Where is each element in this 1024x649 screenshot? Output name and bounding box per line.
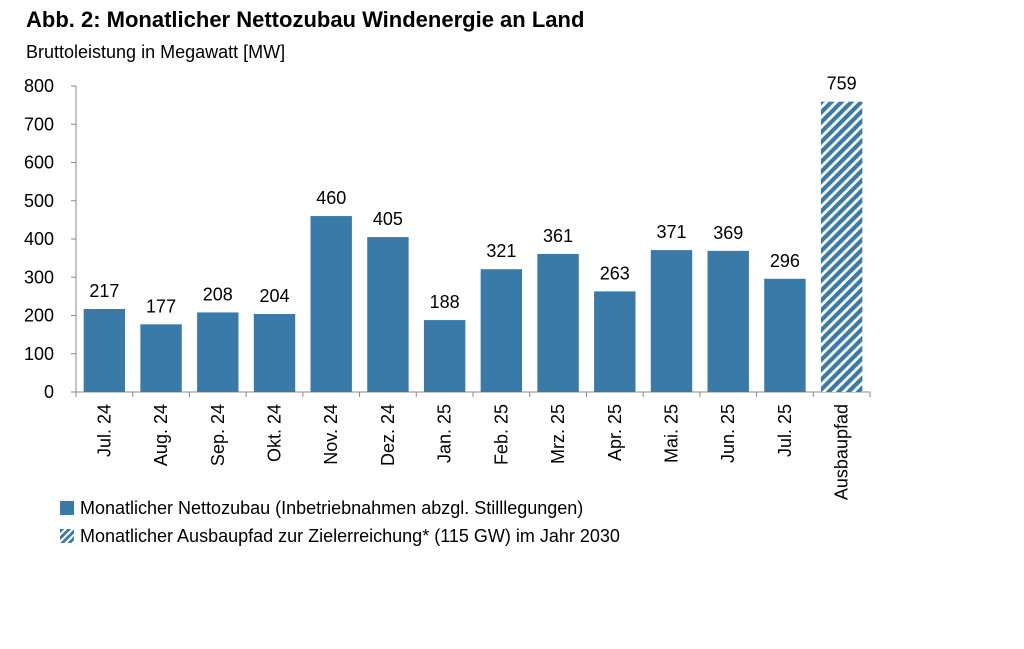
legend-label-ausbaupfad: Monatlicher Ausbaupfad zur Zielerreichun… (80, 525, 620, 546)
bar-nettozubau (480, 269, 523, 392)
bar-nettozubau (594, 291, 636, 392)
x-category-label: Ausbaupfad (832, 404, 852, 500)
x-category-label: Mai. 25 (662, 404, 682, 463)
bar-value-label: 188 (430, 292, 460, 312)
bar-nettozubau (423, 320, 466, 392)
bar-value-label: 369 (713, 223, 743, 243)
y-tick-label: 200 (24, 306, 54, 326)
bar-nettozubau (537, 253, 579, 392)
x-category-label: Okt. 24 (265, 404, 285, 462)
bar-value-label: 371 (656, 222, 686, 242)
y-tick-label: 500 (24, 191, 54, 211)
bar-value-label: 296 (770, 251, 800, 271)
y-tick-label: 400 (24, 229, 54, 249)
y-tick-label: 800 (24, 76, 54, 96)
chart-title: Abb. 2: Monatlicher Nettozubau Windenerg… (26, 7, 585, 32)
bar-nettozubau (197, 312, 239, 392)
bar-value-label: 177 (146, 296, 176, 316)
bar-value-label: 263 (600, 263, 630, 283)
bar-nettozubau (140, 324, 182, 392)
y-tick-label: 100 (24, 344, 54, 364)
x-category-label: Mrz. 25 (548, 404, 568, 464)
bar-value-label: 321 (486, 241, 516, 261)
bar-ausbaupfad (820, 101, 863, 393)
x-category-label: Jul. 25 (775, 404, 795, 457)
legend-label-nettozubau: Monatlicher Nettozubau (Inbetriebnahmen … (80, 497, 584, 518)
x-category-label: Sep. 24 (208, 404, 228, 466)
x-category-label: Nov. 24 (321, 404, 341, 465)
y-tick-label: 600 (24, 153, 54, 173)
legend-swatch-hatched (60, 529, 74, 543)
bar-value-label: 208 (203, 284, 233, 304)
x-category-label: Apr. 25 (605, 404, 625, 461)
bar-value-label: 217 (89, 281, 119, 301)
x-category-label: Jul. 24 (94, 404, 114, 457)
legend-swatch-solid (60, 501, 74, 515)
bar-nettozubau (764, 278, 806, 392)
bar-nettozubau (253, 313, 296, 392)
legend-item-nettozubau: Monatlicher Nettozubau (Inbetriebnahmen … (60, 494, 620, 522)
bar-value-label: 204 (259, 286, 289, 306)
legend-item-ausbaupfad: Monatlicher Ausbaupfad zur Zielerreichun… (60, 522, 620, 550)
x-category-label: Dez. 24 (378, 404, 398, 466)
bar-value-label: 759 (827, 74, 857, 94)
y-tick-label: 300 (24, 267, 54, 287)
bar-nettozubau (367, 237, 409, 392)
bar-value-label: 405 (373, 209, 403, 229)
bar-nettozubau (650, 250, 693, 392)
bar-nettozubau (310, 216, 352, 392)
y-tick-label: 700 (24, 114, 54, 134)
x-category-label: Jan. 25 (435, 404, 455, 463)
chart-subtitle: Bruttoleistung in Megawatt [MW] (26, 42, 286, 62)
y-tick-label: 0 (44, 382, 54, 402)
chart-legend: Monatlicher Nettozubau (Inbetriebnahmen … (60, 494, 620, 550)
x-category-label: Aug. 24 (151, 404, 171, 466)
bar-nettozubau (83, 308, 126, 392)
x-category-label: Feb. 25 (491, 404, 511, 465)
bar-value-label: 361 (543, 226, 573, 246)
bar-value-label: 460 (316, 188, 346, 208)
x-category-label: Jun. 25 (718, 404, 738, 463)
bar-nettozubau (707, 250, 749, 392)
